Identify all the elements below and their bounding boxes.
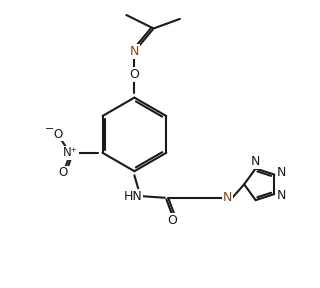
Text: O: O	[167, 214, 177, 227]
Text: O: O	[59, 166, 68, 179]
Text: N: N	[130, 45, 139, 58]
Text: HN: HN	[124, 190, 142, 203]
Text: N: N	[276, 189, 286, 202]
Text: N: N	[222, 191, 232, 204]
Text: O: O	[54, 128, 63, 141]
Text: N⁺: N⁺	[63, 146, 78, 159]
Text: N: N	[251, 155, 260, 168]
Text: N: N	[276, 166, 286, 179]
Text: −: −	[45, 124, 54, 134]
Text: O: O	[130, 68, 139, 81]
